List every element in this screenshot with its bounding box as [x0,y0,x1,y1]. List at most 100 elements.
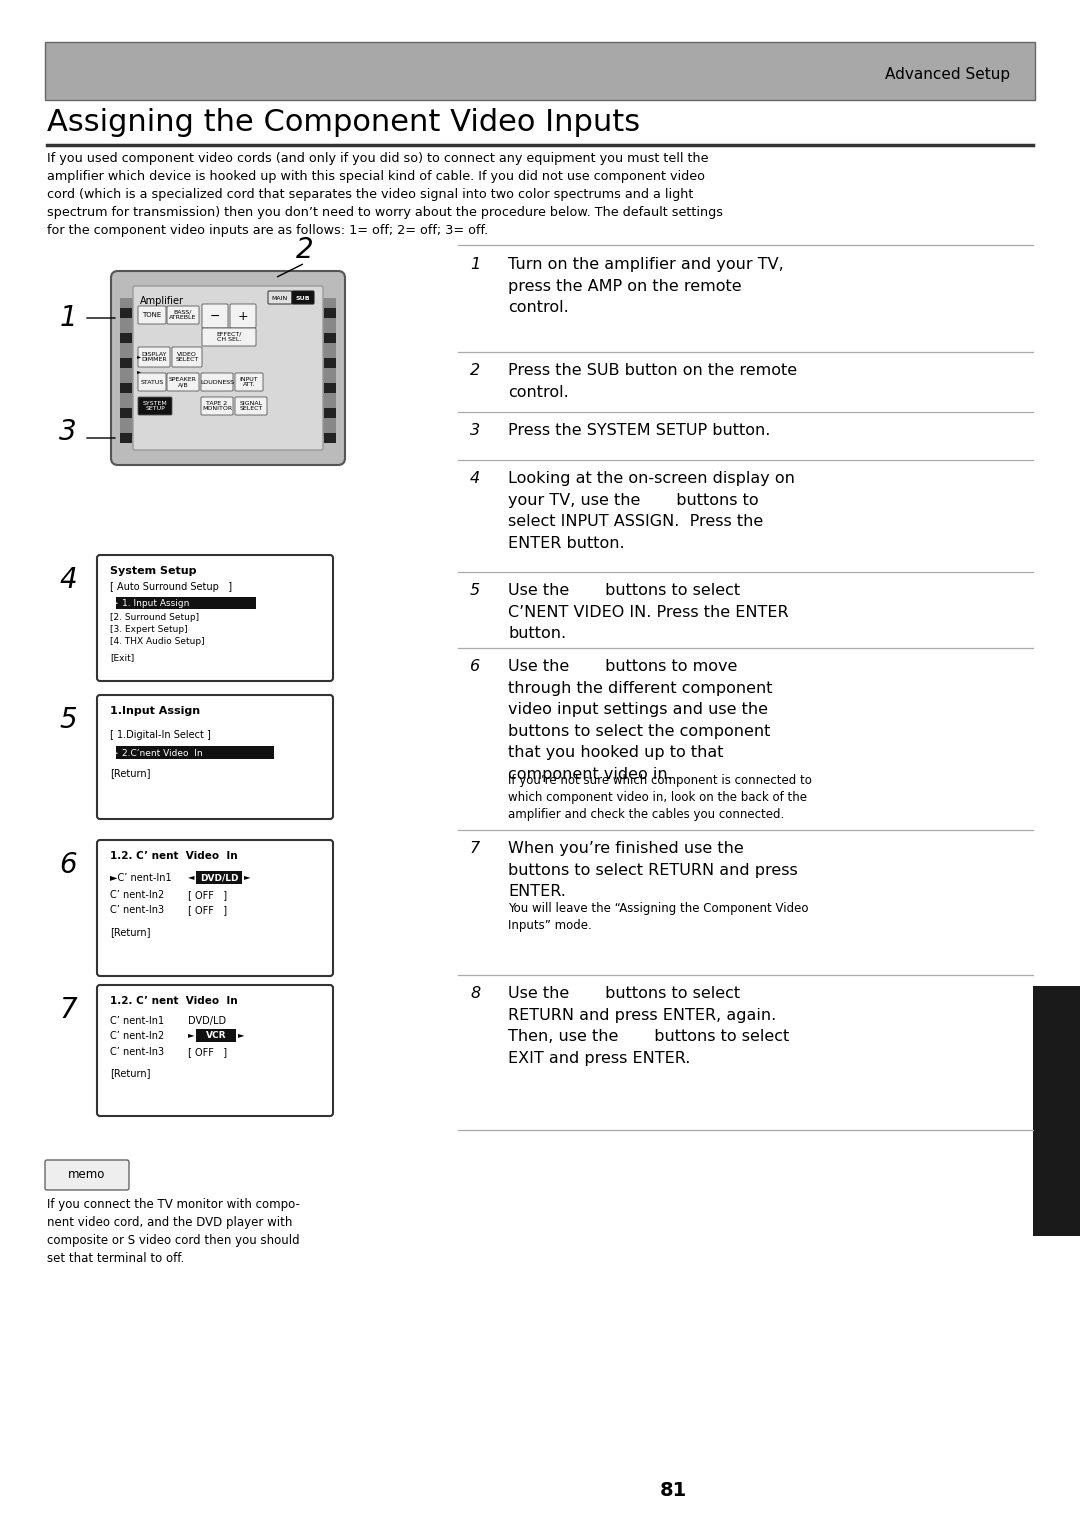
Text: System Setup: System Setup [110,566,197,575]
Text: BASS/
ATREBLE: BASS/ ATREBLE [170,310,197,320]
Text: If you used component video cords (and only if you did so) to connect any equipm: If you used component video cords (and o… [48,153,723,237]
FancyBboxPatch shape [133,285,323,450]
Text: C’ nent-In3: C’ nent-In3 [110,905,164,916]
Text: Turn on the amplifier and your TV,
press the AMP on the remote
control.: Turn on the amplifier and your TV, press… [508,256,784,316]
Text: When you’re finished use the
buttons to select RETURN and press
ENTER.: When you’re finished use the buttons to … [508,841,798,899]
Text: 5: 5 [59,707,77,734]
Bar [120,383,132,394]
Text: Use the       buttons to select
RETURN and press ENTER, again.
Then, use the    : Use the buttons to select RETURN and pre… [508,986,789,1065]
Text: Use the       buttons to move
through the different component
video input settin: Use the buttons to move through the diff… [508,659,772,781]
Text: 2: 2 [470,363,481,378]
Text: C’ nent-In2: C’ nent-In2 [110,1032,164,1041]
FancyBboxPatch shape [201,372,233,391]
Bar [324,407,336,418]
Text: TAPE 2
MONITOR: TAPE 2 MONITOR [202,401,232,412]
Text: ►: ► [238,1030,244,1039]
Text: 4: 4 [59,566,77,594]
Text: 5: 5 [470,583,481,598]
Text: [ OFF   ]: [ OFF ] [188,1047,227,1058]
FancyBboxPatch shape [172,346,202,366]
Text: MAIN: MAIN [272,296,288,301]
FancyBboxPatch shape [235,372,264,391]
FancyBboxPatch shape [97,839,333,977]
Text: ►: ► [137,369,141,374]
Text: [ Auto Surround Setup   ]: [ Auto Surround Setup ] [110,581,232,592]
Text: SYSTEM
SETUP: SYSTEM SETUP [143,401,167,412]
Text: [3. Expert Setup]: [3. Expert Setup] [110,626,188,633]
Text: Amplifier: Amplifier [140,296,184,307]
Text: 7: 7 [470,841,481,856]
Bar [195,1029,237,1042]
Text: [Return]: [Return] [110,926,150,937]
Bar [324,359,336,368]
FancyBboxPatch shape [111,272,345,465]
Bar [120,333,132,343]
Bar [323,298,336,438]
Text: Looking at the on-screen display on
your TV, use the       buttons to
select INP: Looking at the on-screen display on your… [508,472,795,551]
Text: EFFECT/
CH SEL.: EFFECT/ CH SEL. [216,331,242,342]
Text: 1: 1 [470,256,481,272]
Text: Use the       buttons to select
C’NENT VIDEO IN. Press the ENTER
button.: Use the buttons to select C’NENT VIDEO I… [508,583,788,641]
Text: Advanced Setup: Advanced Setup [885,67,1010,82]
Text: 1: 1 [59,304,77,333]
Bar [1032,986,1080,1236]
Bar [45,43,1035,101]
Bar [324,433,336,443]
FancyBboxPatch shape [45,1160,129,1190]
Text: C’ nent-In1: C’ nent-In1 [110,1016,164,1025]
FancyBboxPatch shape [97,555,333,681]
Text: −: − [210,310,220,322]
FancyBboxPatch shape [138,346,170,366]
Text: C’ nent-In3: C’ nent-In3 [110,1047,164,1058]
FancyBboxPatch shape [167,307,199,324]
FancyBboxPatch shape [202,304,228,328]
Text: 1. Input Assign: 1. Input Assign [122,598,189,607]
Text: You will leave the “Assigning the Component Video
Inputs” mode.: You will leave the “Assigning the Compon… [508,902,809,932]
Bar [120,298,133,438]
FancyBboxPatch shape [235,397,267,415]
Text: ►C’ nent-In1: ►C’ nent-In1 [110,873,172,884]
Text: [4. THX Audio Setup]: [4. THX Audio Setup] [110,636,204,645]
FancyBboxPatch shape [97,694,333,819]
Text: [ 1.Digital-In Select ]: [ 1.Digital-In Select ] [110,729,211,740]
Text: If you connect the TV monitor with compo-
nent video cord, and the DVD player wi: If you connect the TV monitor with compo… [48,1198,300,1265]
Bar [116,597,256,609]
Text: 7: 7 [59,996,77,1024]
Text: memo: memo [68,1169,106,1181]
Text: 2: 2 [296,237,314,264]
Text: 6: 6 [59,852,77,879]
Text: STATUS: STATUS [140,380,164,385]
Text: SIGNAL
SELECT: SIGNAL SELECT [240,401,262,412]
Text: 3: 3 [59,418,77,446]
Bar [120,433,132,443]
Text: 1.2. C’ nent  Video  In: 1.2. C’ nent Video In [110,996,238,1006]
FancyBboxPatch shape [167,372,199,391]
Text: [Return]: [Return] [110,768,150,778]
Text: 4: 4 [470,472,481,485]
Text: DVD/LD: DVD/LD [200,873,239,882]
Text: INPUT
ATT.: INPUT ATT. [240,377,258,388]
FancyBboxPatch shape [268,291,292,304]
Text: If you’re not sure which component is connected to
which component video in, loo: If you’re not sure which component is co… [508,774,812,821]
FancyBboxPatch shape [201,397,233,415]
FancyBboxPatch shape [202,328,256,346]
Text: +: + [238,310,248,322]
Text: [Return]: [Return] [110,1068,150,1077]
Bar [324,333,336,343]
Text: VCR: VCR [206,1032,226,1041]
Text: 3: 3 [470,423,481,438]
Text: [ OFF   ]: [ OFF ] [188,905,227,916]
Text: Press the SYSTEM SETUP button.: Press the SYSTEM SETUP button. [508,423,770,438]
Bar [120,308,132,317]
Text: Assigning the Component Video Inputs: Assigning the Component Video Inputs [48,108,640,137]
FancyBboxPatch shape [138,397,172,415]
Text: DVD/LD: DVD/LD [188,1016,226,1025]
Text: 81: 81 [660,1480,687,1500]
Text: [ OFF   ]: [ OFF ] [188,890,227,900]
Text: SUB: SUB [296,296,310,301]
Text: ►: ► [188,1030,194,1039]
FancyBboxPatch shape [138,307,166,324]
Text: [Exit]: [Exit] [110,653,134,662]
Text: VIDEO
SELECT: VIDEO SELECT [175,351,199,362]
Text: 1.2. C’ nent  Video  In: 1.2. C’ nent Video In [110,852,238,861]
